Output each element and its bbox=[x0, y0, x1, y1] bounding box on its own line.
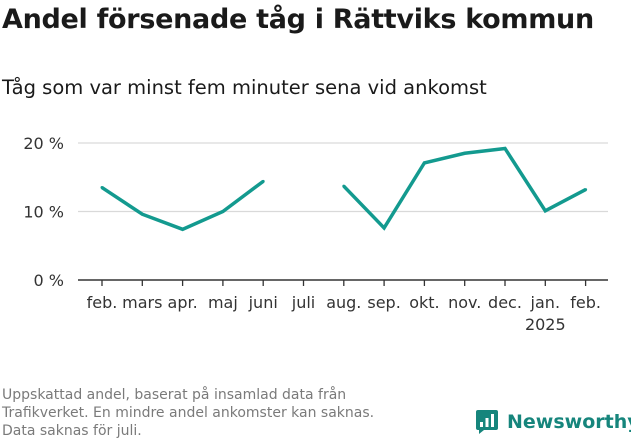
x-tick-label: mars bbox=[122, 293, 162, 312]
series-lines bbox=[100, 146, 588, 232]
x-tick-label: dec. bbox=[488, 293, 522, 312]
x-tick-label: okt. bbox=[409, 293, 439, 312]
y-axis-ticks: 0 % 10 % 20 % bbox=[23, 134, 64, 290]
data-point bbox=[181, 227, 185, 231]
source-note: Uppskattad andel, baserat på insamlad da… bbox=[2, 387, 375, 439]
y-tick-label: 0 % bbox=[34, 271, 64, 290]
data-point bbox=[584, 188, 588, 192]
data-point bbox=[503, 146, 507, 150]
data-point bbox=[100, 186, 104, 190]
data-point bbox=[140, 212, 144, 216]
x-tick-label: sep. bbox=[367, 293, 400, 312]
chart-subtitle: Tåg som var minst fem minuter sena vid a… bbox=[2, 76, 487, 99]
x-tick-label: maj bbox=[208, 293, 238, 312]
line-chart: 0 %10 %20 % feb. mars apr. maj juni juli aug. s… bbox=[23, 134, 608, 334]
brand-name: Newsworthy bbox=[507, 411, 631, 433]
x-year-label: 2025 bbox=[525, 315, 566, 334]
x-axis-ticks: feb. mars apr. maj juni juli aug. sep. okt. nov. d… bbox=[87, 280, 601, 334]
series-line-segment bbox=[101, 179, 265, 232]
x-tick-label: juni bbox=[248, 293, 278, 312]
data-point bbox=[221, 210, 225, 213]
x-tick-label: nov. bbox=[448, 293, 481, 312]
y-tick-label: 10 % bbox=[23, 203, 64, 222]
gridlines bbox=[78, 142, 608, 213]
x-tick-label: apr. bbox=[168, 293, 198, 312]
newsworthy-logo-icon bbox=[476, 410, 498, 434]
x-tick-label: feb. bbox=[570, 293, 601, 312]
x-tick-label: feb. bbox=[87, 293, 118, 312]
brand-logo[interactable]: Newsworthy bbox=[475, 409, 631, 435]
y-tick-label: 20 % bbox=[23, 134, 64, 153]
data-point bbox=[382, 226, 386, 230]
series-line-segment bbox=[342, 146, 587, 231]
data-point bbox=[261, 179, 265, 183]
x-tick-label: juli bbox=[291, 293, 315, 312]
x-tick-label: aug. bbox=[326, 293, 361, 312]
data-point bbox=[422, 161, 426, 165]
data-point bbox=[543, 209, 547, 213]
chart-title: Andel försenade tåg i Rättviks kommun bbox=[2, 4, 594, 35]
data-point bbox=[463, 151, 467, 155]
x-tick-label: jan. bbox=[530, 293, 560, 312]
data-point bbox=[342, 184, 346, 188]
